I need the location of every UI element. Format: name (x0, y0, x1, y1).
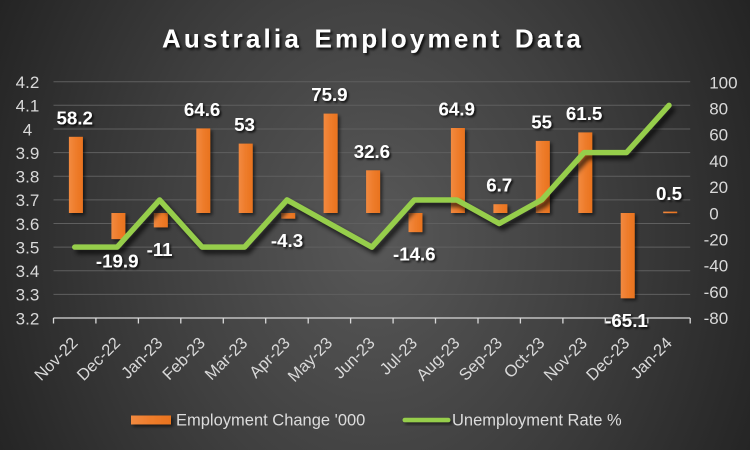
svg-text:20: 20 (709, 178, 728, 197)
svg-text:3.6: 3.6 (16, 215, 40, 234)
svg-text:3.9: 3.9 (16, 144, 40, 163)
svg-text:-80: -80 (704, 309, 729, 328)
svg-text:55: 55 (531, 111, 552, 132)
svg-text:3.8: 3.8 (16, 168, 40, 187)
svg-text:-20: -20 (704, 231, 729, 250)
svg-text:-14.6: -14.6 (393, 244, 436, 265)
svg-text:-60: -60 (704, 283, 729, 302)
svg-text:80: 80 (709, 100, 728, 119)
svg-text:-4.3: -4.3 (271, 230, 303, 251)
svg-text:53: 53 (234, 114, 255, 135)
svg-text:-11: -11 (147, 239, 173, 260)
svg-text:Unemployment Rate %: Unemployment Rate % (452, 412, 622, 430)
svg-text:32.6: 32.6 (354, 141, 390, 162)
svg-text:4: 4 (23, 120, 32, 139)
svg-text:64.9: 64.9 (439, 99, 475, 120)
svg-text:Australia Employment Data: Australia Employment Data (162, 24, 584, 54)
svg-text:58.2: 58.2 (57, 107, 93, 128)
svg-text:100: 100 (709, 73, 737, 92)
svg-text:40: 40 (709, 152, 728, 171)
svg-text:-40: -40 (704, 257, 729, 276)
svg-text:6.7: 6.7 (486, 175, 512, 196)
svg-text:3.3: 3.3 (16, 286, 40, 305)
svg-text:3.4: 3.4 (16, 262, 40, 281)
svg-text:4.2: 4.2 (16, 73, 40, 92)
svg-text:64.6: 64.6 (184, 99, 220, 120)
svg-text:3.7: 3.7 (16, 191, 40, 210)
svg-text:-65.1: -65.1 (605, 310, 648, 331)
svg-text:4.1: 4.1 (16, 97, 40, 116)
svg-text:75.9: 75.9 (311, 84, 347, 105)
svg-text:3.5: 3.5 (16, 238, 40, 257)
svg-text:60: 60 (709, 126, 728, 145)
svg-text:61.5: 61.5 (566, 103, 602, 124)
svg-text:0: 0 (709, 204, 718, 223)
svg-text:Employment Change '000: Employment Change '000 (176, 412, 365, 430)
svg-text:3.2: 3.2 (16, 309, 40, 328)
svg-text:-19.9: -19.9 (96, 251, 139, 272)
svg-text:0.5: 0.5 (656, 183, 682, 204)
